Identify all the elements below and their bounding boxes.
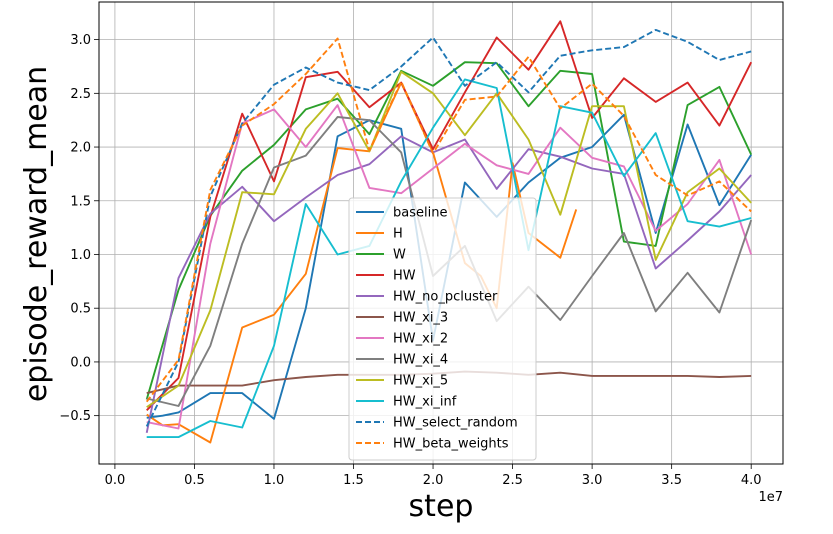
series-line-hw bbox=[146, 20, 753, 411]
series-line-w bbox=[145, 61, 753, 400]
x-tick-label: 1.0 bbox=[264, 473, 285, 488]
y-tick-label: 0.5 bbox=[70, 302, 91, 317]
x-tick-label: 2.5 bbox=[502, 473, 523, 488]
y-tick-label: 1.0 bbox=[70, 248, 91, 263]
x-axis: 0.0 0.5 1.0 1.5 2.0 2.5 3.0 3.5 4.0 bbox=[105, 464, 762, 488]
series-line-hw-xi-5 bbox=[146, 70, 752, 408]
x-tick-label: 2.0 bbox=[423, 473, 444, 488]
y-tick-label: 2.0 bbox=[70, 141, 91, 156]
y-tick-label: 0.0 bbox=[70, 355, 91, 370]
legend-label-hw-no-pcluster: HW_no_pcluster bbox=[393, 290, 498, 305]
y-tick-label: 1.5 bbox=[70, 194, 91, 209]
legend-label-hw-xi-inf: HW_xi_inf bbox=[393, 395, 457, 410]
plot-series bbox=[145, 20, 753, 444]
legend-label-w: W bbox=[393, 248, 406, 263]
x-tick-label: 3.0 bbox=[582, 473, 603, 488]
y-tick-label: 3.0 bbox=[70, 33, 91, 48]
legend-label-hw-xi-5: HW_xi_5 bbox=[393, 374, 448, 389]
x-tick-label: 4.0 bbox=[741, 473, 762, 488]
legend-box bbox=[348, 197, 537, 461]
y-axis-title: episode_reward_mean bbox=[19, 66, 54, 402]
x-tick-label: 0.5 bbox=[184, 473, 205, 488]
x-offset-text: 1e7 bbox=[758, 490, 783, 505]
x-tick-label: 3.5 bbox=[661, 473, 682, 488]
series-line-hw-xi-inf bbox=[146, 78, 752, 439]
legend-label-hw: HW bbox=[393, 269, 416, 284]
y-tick-label: 2.5 bbox=[70, 87, 91, 102]
legend-label-hw-beta-weights: HW_beta_weights bbox=[393, 437, 509, 452]
legend-label-hw-xi-4: HW_xi_4 bbox=[393, 353, 448, 368]
y-axis: −0.5 0.0 0.5 1.0 1.5 2.0 2.5 3.0 bbox=[59, 33, 99, 424]
series-line-hw-select-random bbox=[145, 28, 752, 427]
series-line-hw-beta-weights bbox=[145, 37, 752, 403]
y-tick-label: −0.5 bbox=[59, 409, 91, 424]
legend-label-hw-xi-2: HW_xi_2 bbox=[393, 332, 448, 347]
legend-label-h: H bbox=[393, 227, 403, 242]
legend-label-baseline: baseline bbox=[393, 206, 447, 221]
legend-label-hw-xi-3: HW_xi_3 bbox=[393, 311, 448, 326]
series-line-hw-xi-2 bbox=[146, 104, 753, 430]
x-axis-title: step bbox=[409, 489, 474, 524]
legend: baseline HW HW HW_no_pcluster HW_xi_3 HW_xi_2… bbox=[348, 197, 537, 461]
x-tick-label: 0.0 bbox=[105, 473, 126, 488]
plot-frame bbox=[98, 1, 784, 465]
x-tick-label: 1.5 bbox=[343, 473, 364, 488]
legend-label-hw-select-random: HW_select_random bbox=[393, 416, 518, 431]
